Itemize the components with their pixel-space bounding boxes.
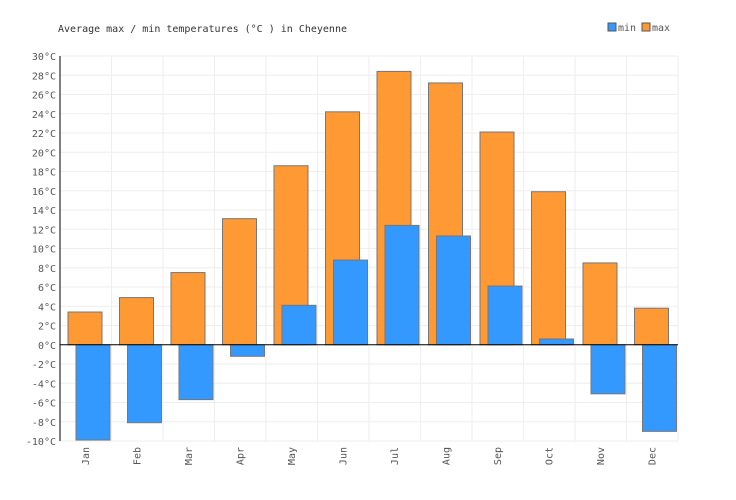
- y-tick-label: 20°C: [32, 148, 56, 159]
- bar-max-Feb: [119, 297, 154, 346]
- bar-min-Dec: [642, 344, 677, 432]
- y-tick-label: 12°C: [32, 225, 56, 236]
- y-tick-label: -8°C: [32, 418, 56, 429]
- bar-max-Jan: [67, 311, 103, 346]
- x-tick-label: Feb: [132, 447, 143, 465]
- bar-min-Jul: [384, 224, 420, 346]
- x-tick-label: Aug: [441, 447, 452, 465]
- y-tick-label: 30°C: [32, 52, 56, 63]
- x-tick-label: Jan: [81, 447, 92, 465]
- y-tick-label: 14°C: [32, 206, 56, 217]
- y-tick-label: 22°C: [32, 129, 56, 140]
- x-tick-label: Jun: [338, 447, 349, 465]
- bar-min-Aug: [436, 235, 471, 346]
- bar-min-Jun: [333, 259, 368, 346]
- bar-max-Mar: [170, 272, 206, 346]
- x-tick-label: Oct: [544, 447, 555, 465]
- y-tick-label: 16°C: [32, 187, 56, 198]
- bars: [67, 70, 677, 441]
- y-tick-label: 2°C: [38, 322, 56, 333]
- x-tick-label: May: [287, 447, 298, 465]
- legend: min max: [607, 22, 670, 34]
- x-tick-label: Dec: [647, 447, 658, 465]
- bar-min-Mar: [178, 344, 214, 401]
- legend-swatch-max: [641, 22, 651, 32]
- y-tick-label: 28°C: [32, 71, 56, 82]
- bar-max-Oct: [531, 191, 566, 346]
- bar-min-Feb: [127, 344, 162, 424]
- y-tick-label: 0°C: [38, 341, 56, 352]
- y-tick-label: -6°C: [32, 399, 56, 410]
- x-tick-label: Mar: [184, 447, 195, 465]
- legend-label-min: min: [618, 23, 636, 34]
- y-tick-label: -4°C: [32, 379, 56, 390]
- y-tick-label: 24°C: [32, 110, 56, 121]
- y-tick-label: 4°C: [38, 302, 56, 313]
- x-tick-label: Apr: [235, 447, 246, 465]
- bar-min-Sep: [487, 285, 523, 346]
- bar-min-Oct: [539, 338, 574, 346]
- y-tick-label: -10°C: [26, 437, 56, 448]
- y-tick-label: 10°C: [32, 245, 56, 256]
- bar-min-Apr: [230, 344, 265, 357]
- bar-max-Nov: [582, 262, 618, 346]
- x-tick-label: Nov: [596, 447, 607, 465]
- y-tick-label: 26°C: [32, 91, 56, 102]
- legend-label-max: max: [652, 23, 670, 34]
- y-tick-label: 18°C: [32, 168, 56, 179]
- chart-title: Average max / min temperatures (°C ) in …: [58, 24, 347, 35]
- bar-max-Apr: [222, 218, 257, 346]
- bar-min-Jan: [75, 344, 111, 441]
- x-tick-label: Sep: [493, 447, 504, 465]
- bar-max-Dec: [634, 307, 669, 346]
- legend-swatch-min: [607, 22, 617, 32]
- bar-min-Nov: [590, 344, 626, 395]
- y-tick-label: -2°C: [32, 360, 56, 371]
- bar-min-May: [281, 304, 317, 346]
- axes: -10°C -8°C -6°C -4°C -2°C 0°C 2°C 4°C 6°C 8°C 10°C…: [26, 52, 678, 465]
- y-tick-label: 8°C: [38, 264, 56, 275]
- x-tick-label: Jul: [390, 447, 401, 465]
- y-tick-label: 6°C: [38, 283, 56, 294]
